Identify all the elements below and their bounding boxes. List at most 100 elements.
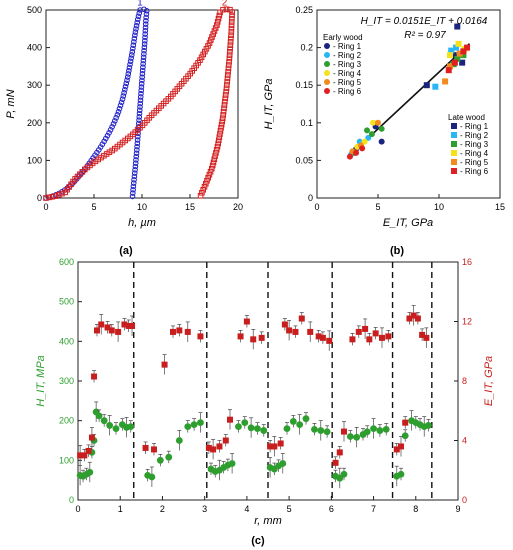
y-tick-label: 500	[27, 5, 42, 15]
point-E_IT	[259, 335, 265, 341]
y-tick-label: 0.2	[300, 43, 313, 53]
point-early-3	[379, 126, 385, 132]
point-E_IT	[402, 420, 408, 426]
panel-b-equation: H_IT = 0.0151E_IT + 0.0164	[361, 16, 488, 27]
point-H_IT	[279, 460, 286, 467]
point-H_IT	[165, 454, 172, 461]
point-H_IT	[284, 425, 291, 432]
curve-2-point	[208, 169, 213, 174]
point-H_IT	[113, 425, 120, 432]
point-H_IT	[311, 426, 318, 433]
point-E_IT	[271, 443, 277, 449]
legend-late-marker	[451, 150, 457, 156]
curve-2-point	[229, 26, 234, 31]
point-late-5	[442, 78, 448, 84]
panel-a-caption: (a)	[119, 245, 133, 257]
y-left-tick-label: 100	[59, 455, 74, 465]
x-tick-label: 20	[233, 202, 243, 212]
legend-early-label: - Ring 5	[333, 78, 362, 87]
point-H_IT	[303, 415, 310, 422]
point-H_IT	[197, 419, 204, 426]
x-tick-label: 15	[495, 202, 505, 212]
curve-2-point	[199, 55, 204, 60]
panel-b-caption: (b)	[390, 245, 404, 257]
y-tick-label: 400	[27, 43, 42, 53]
point-H_IT	[191, 421, 198, 428]
y-left-tick-label: 0	[69, 495, 74, 505]
point-E_IT	[115, 329, 121, 335]
curve-2-point	[198, 193, 203, 198]
point-E_IT	[227, 417, 233, 423]
y-right-tick-label: 16	[462, 257, 472, 267]
point-E_IT	[366, 336, 372, 342]
legend-late-marker	[451, 141, 457, 147]
point-H_IT	[96, 413, 103, 420]
legend-late-label: - Ring 4	[460, 149, 489, 158]
point-H_IT	[383, 426, 390, 433]
panel-b-legend-late-title: Late wood	[448, 113, 485, 122]
point-E_IT	[86, 448, 92, 454]
point-E_IT	[307, 329, 313, 335]
curve-2-point	[200, 190, 205, 195]
point-E_IT	[333, 460, 339, 466]
panel-a-xlabel: h, µm	[128, 217, 156, 229]
point-H_IT	[106, 422, 113, 429]
curve-2-point	[212, 29, 217, 34]
point-late-6	[460, 48, 466, 54]
x-tick-label: 0	[43, 202, 48, 212]
y-tick-label: 100	[27, 155, 42, 165]
point-early-6	[347, 154, 353, 160]
legend-early-label: - Ring 1	[333, 42, 362, 51]
point-E_IT	[326, 338, 332, 344]
point-H_IT	[317, 427, 324, 434]
point-H_IT	[364, 428, 371, 435]
curve-2-point	[206, 44, 211, 49]
x-tick-label: 2	[160, 504, 165, 514]
y-left-tick-label: 600	[59, 257, 74, 267]
panel-b-ylabel: H_IT, GPa	[263, 79, 275, 130]
point-E_IT	[151, 446, 157, 452]
x-tick-label: 5	[287, 504, 292, 514]
curve-2-point	[204, 46, 209, 51]
y-tick-label: 0.05	[295, 155, 313, 165]
point-H_IT	[101, 417, 108, 424]
point-E_IT	[244, 319, 250, 325]
x-tick-label: 7	[371, 504, 376, 514]
legend-late-marker	[451, 168, 457, 174]
point-E_IT	[238, 333, 244, 339]
curve-1-point	[123, 84, 128, 89]
x-tick-label: 5	[375, 202, 380, 212]
panel-b-legend-early-title: Early wood	[323, 33, 363, 42]
panel-b: 0 5 10 1500.050.10.150.20.25 H_IT = 0.0151E…	[263, 5, 505, 257]
point-early-3	[369, 131, 375, 137]
point-E_IT	[223, 438, 229, 444]
point-E_IT	[292, 329, 298, 335]
curve-2-point	[207, 172, 212, 177]
point-E_IT	[379, 335, 385, 341]
point-E_IT	[250, 336, 256, 342]
point-E_IT	[170, 329, 176, 335]
panel-c-data	[77, 306, 432, 489]
y-tick-label: 300	[27, 80, 42, 90]
curve-2-point	[203, 181, 208, 186]
legend-late-label: - Ring 6	[460, 167, 489, 176]
point-E_IT	[282, 321, 288, 327]
legend-early-label: - Ring 4	[333, 69, 362, 78]
point-H_IT	[148, 474, 155, 481]
point-late-4	[447, 52, 453, 58]
point-E_IT	[349, 336, 355, 342]
y-right-tick-label: 8	[462, 376, 467, 386]
point-H_IT	[398, 471, 405, 478]
x-tick-label: 5	[91, 202, 96, 212]
legend-early-marker	[324, 43, 330, 49]
point-E_IT	[385, 333, 391, 339]
point-E_IT	[216, 443, 222, 449]
curve-2-point	[205, 178, 210, 183]
curve-2-point	[213, 26, 218, 31]
y-right-tick-label: 4	[462, 436, 467, 446]
legend-late-label: - Ring 2	[460, 131, 489, 140]
y-tick-label: 0	[308, 193, 313, 203]
point-H_IT	[347, 433, 354, 440]
point-H_IT	[290, 418, 297, 425]
panel-c-xlabel: r, mm	[254, 515, 282, 527]
